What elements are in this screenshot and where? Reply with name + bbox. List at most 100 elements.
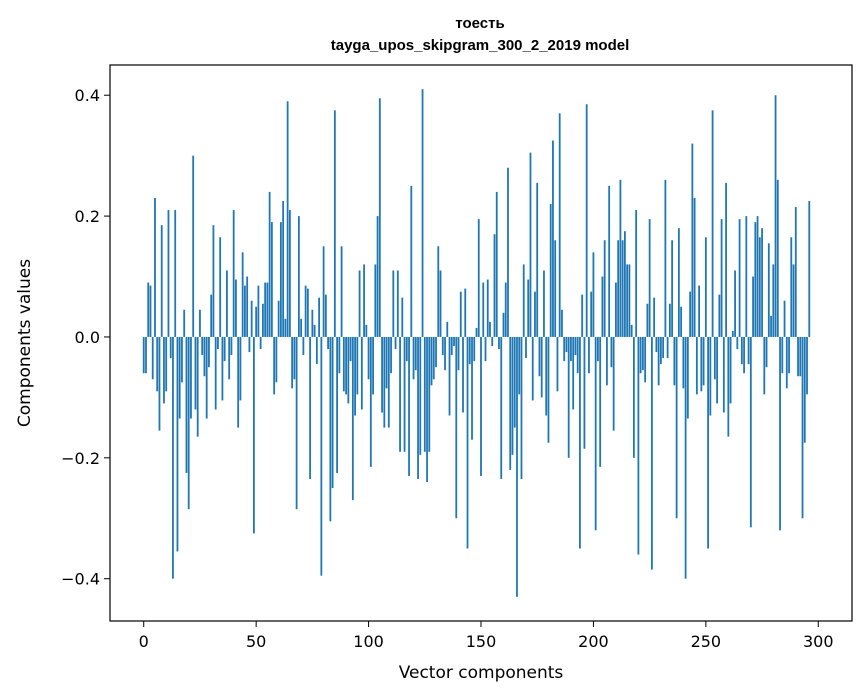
bar [374,264,377,337]
bar [617,240,620,337]
bar [333,110,336,337]
bar [309,336,312,479]
bar [504,282,507,337]
bar [662,336,665,359]
bar [489,321,491,337]
bar [300,318,303,337]
bar [376,216,379,337]
bar [543,270,545,337]
bar [264,282,267,337]
bar [527,279,530,337]
bar [313,324,316,337]
bar [387,336,390,428]
bar [561,309,563,337]
bar [172,336,174,579]
bar [709,336,712,416]
bar [754,222,757,337]
bar [635,210,638,337]
bar [711,110,714,337]
bar [410,185,413,337]
bar [767,243,770,337]
bar [615,282,617,337]
bar [372,336,374,395]
bar [360,336,363,410]
bar [558,113,561,337]
bar [194,336,197,410]
bar [414,336,417,371]
bar [151,336,154,380]
bar [673,336,676,386]
bar [354,336,356,416]
bar [235,279,237,337]
bar [441,336,444,356]
bar [471,336,473,440]
bar [603,240,606,337]
bar [570,336,572,362]
bar [473,336,476,362]
bar [396,270,399,337]
bar [291,336,294,389]
bar [731,330,734,337]
bar [626,264,629,337]
bar [349,336,352,362]
bar [655,336,658,353]
bar [295,336,298,510]
bar [736,336,739,350]
bar [412,336,415,380]
bar [385,336,388,389]
bar [351,336,354,501]
bar [253,336,255,534]
bar [507,167,509,337]
bar [567,336,570,458]
bar [538,336,541,377]
bar [610,336,613,368]
y-tick-label: 0.4 [75,86,100,105]
bar [147,282,150,337]
bar [320,336,323,576]
bar [156,336,159,392]
bar [668,303,671,337]
bar [718,294,721,337]
bar [619,179,622,337]
x-axis-ticks: 0 50 100 150 200 250 300 [139,621,834,651]
bar [680,306,683,337]
bar [592,252,595,337]
bar [192,155,195,337]
bar [482,282,485,337]
bar [457,336,460,371]
bar [149,285,152,337]
bar [181,336,183,383]
bar [770,315,772,337]
bar [187,336,190,510]
y-tick-label: 0.2 [75,207,100,226]
bar [686,336,689,419]
bar [702,336,705,386]
bar [297,216,300,337]
bar [790,237,793,337]
bar [367,336,370,380]
x-tick-label: 250 [691,632,722,651]
bar [183,309,186,337]
bar [329,336,332,522]
y-axis-label: Components values [15,259,35,427]
y-tick-label: −0.4 [61,570,100,589]
bar [430,336,433,386]
bar [405,336,408,362]
bar [495,191,498,337]
bar [583,336,586,449]
bar [196,336,199,437]
bar [646,303,649,337]
bar [201,336,204,356]
bar [677,228,680,337]
bar [212,225,215,337]
bar [644,336,647,383]
bar [774,95,777,337]
bar [725,182,727,337]
bar [178,336,181,419]
bar [552,140,554,337]
bar [318,297,321,337]
bar [446,321,449,337]
bar [304,285,307,337]
bar [781,336,784,374]
